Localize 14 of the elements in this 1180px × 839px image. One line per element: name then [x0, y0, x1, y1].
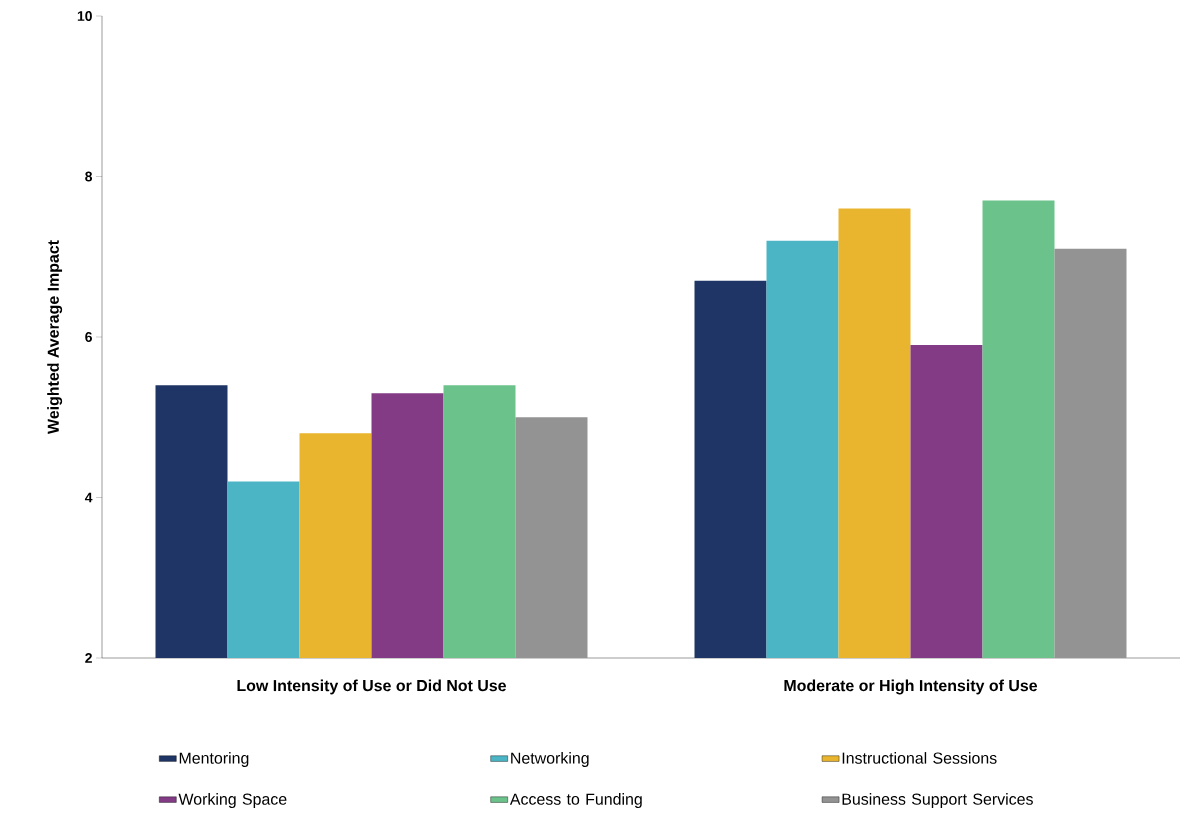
x-tick-label: Low Intensity of Use or Did Not Use — [237, 679, 506, 695]
legend-label: Networking — [511, 752, 589, 767]
y-axis-title: Weighted Average Impact — [47, 240, 63, 434]
legend-label: Business Support Services — [842, 793, 1033, 808]
y-tick-label: 4 — [84, 492, 93, 503]
y-tick-label: 6 — [85, 332, 92, 342]
x-tick-label: Moderate or High Intensity of Use — [784, 679, 1038, 695]
y-tick-label: 10 — [77, 11, 92, 21]
y-tick-label: 8 — [85, 171, 93, 182]
y-tick-label: 2 — [85, 653, 92, 663]
legend-label: Access to Funding — [509, 793, 642, 808]
legend-label: Mentoring — [179, 752, 249, 767]
legend-label: Instructional Sessions — [842, 752, 997, 764]
legend-label: Working Space — [178, 793, 287, 808]
